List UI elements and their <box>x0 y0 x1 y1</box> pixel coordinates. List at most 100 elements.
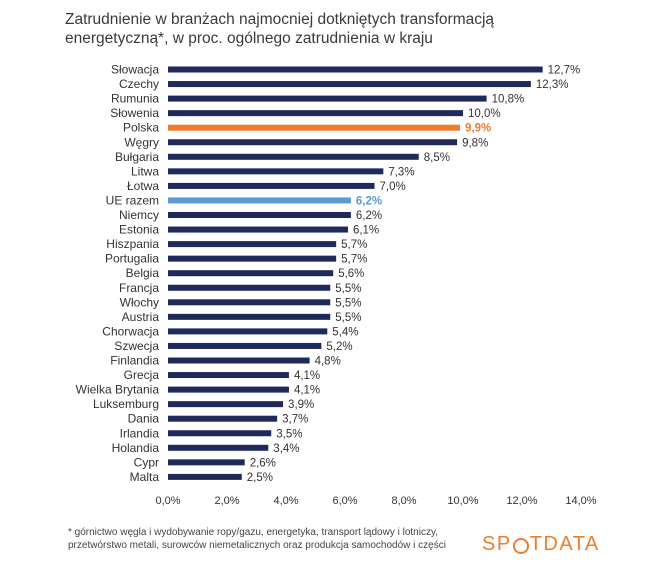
x-tick-label: 12,0% <box>506 495 537 507</box>
category-label: Węgry <box>124 135 159 149</box>
bar <box>168 168 384 175</box>
category-label: Austria <box>122 310 160 324</box>
value-label: 2,6% <box>250 457 276 469</box>
value-label: 8,5% <box>424 152 450 164</box>
category-label: Litwa <box>131 164 159 178</box>
bar <box>168 299 331 306</box>
bar <box>168 444 269 451</box>
value-label: 7,0% <box>380 181 406 193</box>
value-label: 5,7% <box>341 239 367 251</box>
bar <box>168 415 278 422</box>
bar <box>168 430 272 437</box>
value-label: 3,4% <box>273 443 299 455</box>
bar <box>168 110 463 117</box>
category-label: Rumunia <box>111 92 159 106</box>
x-tick-label: 14,0% <box>565 495 596 507</box>
value-label: 6,1% <box>353 225 379 237</box>
bar <box>168 153 419 160</box>
chart-title-line-2: energetyczną*, w proc. ogólnego zatrudni… <box>65 30 433 47</box>
bar <box>168 313 331 320</box>
logo-text-end: TDATA <box>529 533 600 555</box>
footnote-line-2: przetwórstwo metali, surowców niemetalic… <box>68 540 446 551</box>
value-label: 6,2% <box>356 210 382 222</box>
category-label: Niemcy <box>119 208 159 222</box>
category-label: Słowacja <box>111 63 159 77</box>
category-label: Estonia <box>119 223 159 237</box>
value-label: 3,7% <box>282 414 308 426</box>
bar <box>168 124 461 131</box>
bar <box>168 197 351 204</box>
bar <box>168 386 289 393</box>
category-label: Francja <box>119 281 159 295</box>
value-label: 9,9% <box>465 123 491 135</box>
chart-title-line-1: Zatrudnienie w branżach najmocniej dotkn… <box>65 11 495 28</box>
bar <box>168 473 242 480</box>
category-label: Irlandia <box>120 426 160 440</box>
category-label: UE razem <box>106 193 159 207</box>
category-label: Cypr <box>134 455 159 469</box>
value-label: 7,3% <box>388 166 414 178</box>
value-label: 5,7% <box>341 254 367 266</box>
bar <box>168 226 348 233</box>
category-label: Chorwacja <box>102 324 159 338</box>
spotdata-logo: SP TDATA <box>482 533 600 556</box>
bar <box>168 95 487 102</box>
chart-title: Zatrudnienie w branżach najmocniej dotkn… <box>65 10 625 48</box>
bar <box>168 270 334 277</box>
bar <box>168 284 331 291</box>
value-label: 5,4% <box>332 326 358 338</box>
category-label: Portugalia <box>105 252 159 266</box>
bar <box>168 342 322 349</box>
value-label: 9,8% <box>462 137 488 149</box>
category-label: Finlandia <box>110 354 159 368</box>
value-label: 4,1% <box>294 370 320 382</box>
value-label: 5,5% <box>335 312 361 324</box>
category-label: Łotwa <box>127 179 159 193</box>
value-label: 10,0% <box>468 108 501 120</box>
bar <box>168 81 531 88</box>
footnote: * górnictwo węgla i wydobywanie ropy/gaz… <box>68 526 488 552</box>
category-label: Bułgaria <box>115 150 159 164</box>
bar <box>168 328 328 335</box>
bar <box>168 182 375 189</box>
category-label: Hiszpania <box>106 237 159 251</box>
bar <box>168 372 289 379</box>
x-tick-label: 0,0% <box>155 495 180 507</box>
bar <box>168 459 245 466</box>
footnote-line-1: * górnictwo węgla i wydobywanie ropy/gaz… <box>68 527 438 538</box>
bar <box>168 66 543 73</box>
value-label: 10,8% <box>492 94 525 106</box>
value-label: 6,2% <box>356 195 382 207</box>
x-tick-label: 8,0% <box>391 495 416 507</box>
x-tick-label: 2,0% <box>214 495 239 507</box>
bar <box>168 357 310 364</box>
logo-ring-icon <box>512 537 529 554</box>
value-label: 2,5% <box>247 472 273 484</box>
value-label: 4,8% <box>315 356 341 368</box>
x-tick-label: 4,0% <box>273 495 298 507</box>
bar <box>168 401 284 408</box>
category-label: Malta <box>130 470 160 484</box>
logo-text-start: SP <box>482 533 512 555</box>
value-label: 5,5% <box>335 283 361 295</box>
value-label: 5,6% <box>338 268 364 280</box>
value-label: 5,2% <box>326 341 352 353</box>
bar <box>168 212 351 218</box>
category-label: Czechy <box>119 77 159 91</box>
bar <box>168 241 337 248</box>
category-label: Słowenia <box>110 106 159 120</box>
category-label: Wielka Brytania <box>76 383 160 397</box>
value-label: 12,7% <box>548 65 581 77</box>
value-label: 5,5% <box>335 297 361 309</box>
x-tick-label: 10,0% <box>447 495 478 507</box>
category-label: Polska <box>123 121 159 135</box>
category-label: Szwecja <box>114 339 159 353</box>
category-label: Holandia <box>112 441 160 455</box>
value-label: 3,5% <box>276 428 302 440</box>
bar <box>168 139 458 146</box>
category-label: Dania <box>128 412 160 426</box>
x-tick-label: 6,0% <box>332 495 357 507</box>
category-label: Włochy <box>120 295 159 309</box>
bar <box>168 255 337 262</box>
